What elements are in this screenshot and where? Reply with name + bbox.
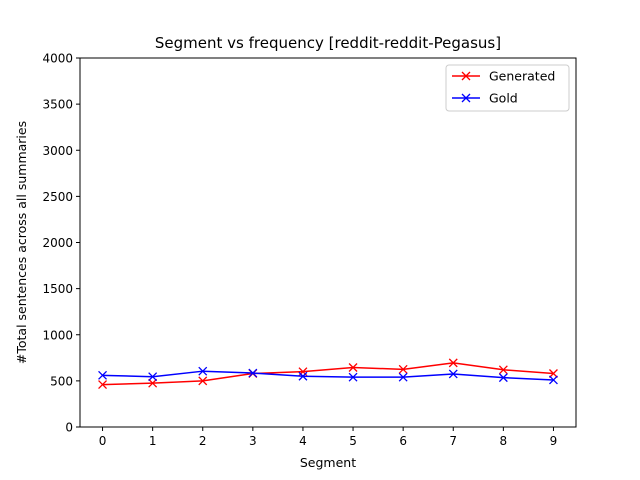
data-point-marker	[448, 358, 458, 368]
legend: Generated Gold	[445, 64, 570, 112]
series-gold	[98, 366, 558, 385]
y-tick-label: 1000	[42, 328, 73, 342]
data-point-marker	[98, 370, 108, 380]
y-tick-label: 2500	[42, 190, 73, 204]
y-tick-label: 4000	[42, 52, 73, 66]
x-tick-label: 3	[249, 434, 257, 448]
data-point-marker	[548, 375, 558, 385]
data-point-marker	[348, 363, 358, 372]
data-point-marker	[498, 373, 508, 383]
x-tick-label: 2	[199, 434, 207, 448]
legend-marker	[461, 93, 471, 103]
data-point-marker	[398, 372, 408, 382]
y-tick-label: 1500	[42, 282, 73, 296]
x-tick-label: 7	[449, 434, 457, 448]
y-tick-label: 500	[50, 374, 73, 388]
y-tick-label: 0	[65, 421, 73, 435]
y-tick-label: 3500	[42, 98, 73, 112]
x-axis-label: Segment	[300, 455, 356, 470]
data-point-marker	[98, 380, 108, 390]
series-layer	[98, 358, 558, 390]
x-tick-label: 6	[399, 434, 407, 448]
data-point-marker	[348, 372, 358, 382]
x-tick-label: 8	[500, 434, 508, 448]
x-tick-label: 0	[99, 434, 107, 448]
x-tick-label: 5	[349, 434, 357, 448]
legend-label: Gold	[489, 91, 518, 106]
data-point-marker	[298, 371, 308, 381]
x-axis: 0 1 2 3 4 5 6 7 8 9	[99, 427, 558, 448]
x-tick-label: 9	[550, 434, 558, 448]
data-point-marker	[448, 369, 458, 379]
chart-title: Segment vs frequency [reddit-reddit-Pega…	[155, 34, 501, 52]
y-tick-label: 2000	[42, 236, 73, 250]
legend-marker	[461, 71, 471, 81]
y-axis-label: #Total sentences across all summaries	[14, 121, 29, 364]
data-point-marker	[198, 376, 208, 386]
x-tick-label: 4	[299, 434, 307, 448]
data-point-marker	[148, 378, 158, 388]
data-point-marker	[248, 368, 258, 378]
legend-label: Generated	[489, 69, 555, 84]
legend-item-generated: Generated	[452, 69, 555, 84]
y-tick-label: 3000	[42, 144, 73, 158]
data-point-marker	[548, 369, 558, 378]
y-axis: 0 500 1000 1500 2000 2500 3000 3500 4000	[42, 52, 80, 435]
data-point-marker	[198, 366, 208, 376]
series-line	[102, 370, 554, 381]
x-tick-label: 1	[149, 434, 157, 448]
legend-item-gold: Gold	[452, 91, 518, 106]
data-point-marker	[498, 365, 508, 375]
series-line	[102, 362, 554, 386]
data-point-marker	[398, 364, 408, 374]
data-point-marker	[148, 372, 158, 382]
